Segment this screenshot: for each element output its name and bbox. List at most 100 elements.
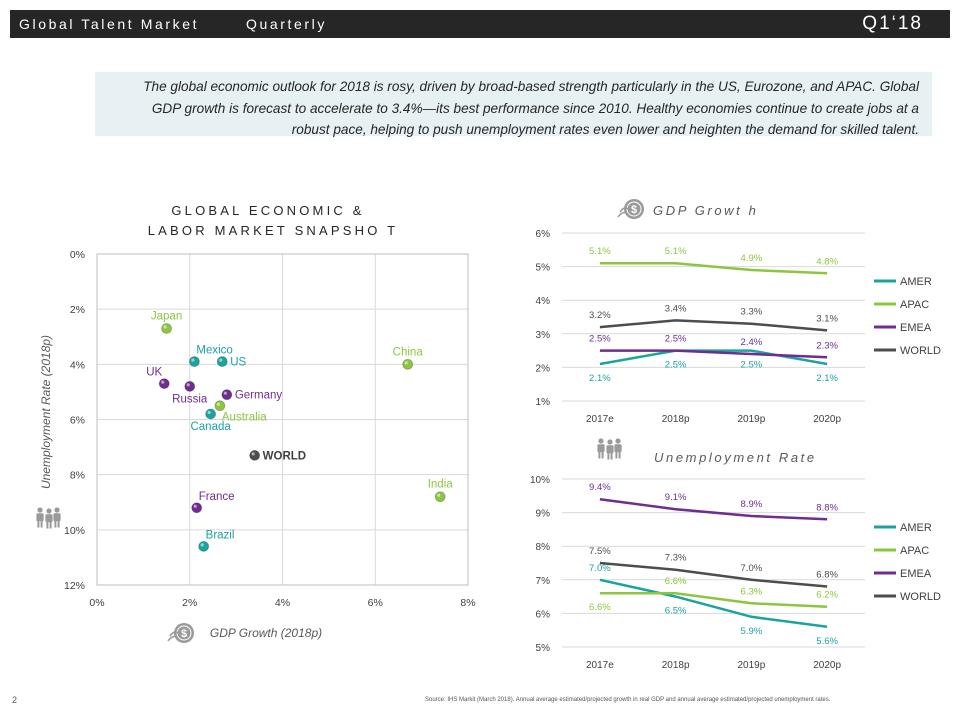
scatter-point-label: India bbox=[428, 479, 454, 491]
scatter-point-label: US bbox=[230, 357, 246, 369]
legend-label-emea: EMEA bbox=[900, 568, 932, 580]
scatter-point-germany bbox=[221, 389, 233, 401]
data-label-emea: 2.5% bbox=[665, 334, 687, 345]
data-label-amer: 2.5% bbox=[665, 360, 687, 371]
data-label-amer: 2.1% bbox=[589, 373, 611, 384]
data-label-apac: 6.6% bbox=[665, 576, 687, 587]
data-label-world: 7.3% bbox=[665, 553, 687, 564]
data-label-emea: 2.3% bbox=[816, 340, 838, 351]
y-tick-label: 3% bbox=[536, 330, 551, 341]
scatter-point-france bbox=[191, 502, 203, 514]
data-label-world: 3.1% bbox=[816, 313, 838, 324]
y-tick-label: 1% bbox=[536, 397, 551, 408]
legend-label-amer: AMER bbox=[900, 522, 932, 534]
scatter-point-label: France bbox=[199, 491, 235, 503]
scatter-y-tick: 8% bbox=[70, 470, 85, 482]
page-number: 2 bbox=[12, 695, 18, 705]
scatter-y-tick: 10% bbox=[64, 525, 85, 537]
legend-label-emea: EMEA bbox=[900, 322, 932, 334]
line-chart-gdp: GDP Growt h 1% 2% 3% 4% 5% 6% 2017e 2018p 2019p 20… bbox=[536, 203, 941, 425]
line-chart-unemployment: Unemployment Rate 5% 6% 7% 8% 9% 10% 2017e 2018p… bbox=[530, 450, 941, 671]
scatter-x-tick: 8% bbox=[460, 597, 475, 609]
gdp-dollar-icon: $ bbox=[167, 623, 194, 643]
scatter-point-world bbox=[249, 449, 261, 461]
scatter-point-label: Germany bbox=[235, 390, 283, 402]
x-tick-label: 2017e bbox=[586, 660, 614, 671]
svg-text:$: $ bbox=[631, 204, 637, 216]
line-chart-title: Unemployment Rate bbox=[654, 450, 817, 465]
x-tick-label: 2019p bbox=[737, 414, 765, 425]
scatter-point-label: Japan bbox=[151, 310, 182, 322]
series-line-apac bbox=[599, 261, 828, 275]
data-label-amer: 7.0% bbox=[589, 563, 611, 574]
scatter-point-label: Mexico bbox=[196, 345, 232, 357]
header-bar: Global Talent Market Quarterly Q1‘18 bbox=[10, 10, 950, 38]
data-label-emea: 9.1% bbox=[665, 492, 687, 503]
scatter-points bbox=[158, 323, 446, 552]
scatter-plot-area bbox=[96, 253, 469, 586]
series-line-emea bbox=[599, 497, 828, 521]
data-label-apac: 4.8% bbox=[816, 256, 838, 267]
data-label-apac: 5.1% bbox=[665, 246, 687, 257]
scatter-point-us bbox=[216, 356, 228, 367]
scatter-point-label: UK bbox=[146, 367, 162, 379]
x-tick-label: 2018p bbox=[662, 660, 690, 671]
scatter-point-japan bbox=[161, 323, 172, 334]
data-label-world: 3.2% bbox=[589, 310, 611, 321]
unemployment-people-icon bbox=[36, 507, 61, 529]
y-tick-label: 6% bbox=[536, 229, 551, 240]
data-label-apac: 4.9% bbox=[741, 253, 763, 264]
scatter-point-brazil bbox=[198, 540, 210, 552]
scatter-y-tick: 6% bbox=[70, 415, 85, 427]
y-tick-label: 6% bbox=[536, 609, 551, 620]
scatter-x-tick: 0% bbox=[89, 597, 104, 609]
y-tick-label: 2% bbox=[536, 363, 551, 374]
header-period: Q1‘18 bbox=[862, 13, 923, 34]
scatter-title-line1: GLOBAL ECONOMIC & bbox=[171, 203, 364, 218]
header-subtitle: Quarterly bbox=[246, 16, 327, 32]
scatter-point-label: WORLD bbox=[263, 450, 306, 462]
scatter-point-label: China bbox=[393, 346, 424, 358]
footnote: Source: IHS Markit (March 2018). Annual … bbox=[425, 697, 831, 703]
series-line-apac bbox=[599, 591, 828, 608]
scatter-x-tick: 4% bbox=[275, 597, 290, 609]
series-line-emea bbox=[599, 349, 828, 359]
scatter-point-china bbox=[402, 358, 414, 370]
summary-text: The global economic outlook for 2018 is … bbox=[143, 79, 919, 137]
x-tick-label: 2019p bbox=[737, 660, 765, 671]
scatter-point-russia bbox=[184, 380, 196, 392]
data-label-apac: 6.3% bbox=[741, 586, 763, 597]
y-tick-label: 5% bbox=[536, 263, 551, 274]
data-label-emea: 2.4% bbox=[741, 337, 763, 348]
data-label-world: 6.8% bbox=[816, 570, 838, 581]
data-label-amer: 2.5% bbox=[741, 360, 763, 371]
svg-text:$: $ bbox=[181, 628, 187, 640]
series-line-amer bbox=[599, 349, 828, 366]
line-chart-title: GDP Growt h bbox=[653, 203, 758, 218]
y-tick-label: 10% bbox=[530, 475, 550, 486]
y-tick-label: 9% bbox=[536, 509, 551, 520]
data-label-world: 7.5% bbox=[589, 546, 611, 557]
data-label-emea: 2.5% bbox=[589, 334, 611, 345]
legend-label-apac: APAC bbox=[900, 545, 929, 557]
unemployment-chart-people-icon bbox=[597, 438, 622, 460]
series-line-amer bbox=[599, 578, 828, 629]
scatter-grid bbox=[96, 253, 469, 586]
scatter-point-uk bbox=[158, 378, 170, 390]
scatter-point-label: Australia bbox=[222, 412, 267, 424]
data-label-apac: 5.1% bbox=[589, 246, 611, 257]
legend-label-amer: AMER bbox=[900, 276, 932, 288]
data-label-amer: 5.9% bbox=[741, 626, 763, 637]
scatter-point-label: Brazil bbox=[206, 529, 235, 541]
scatter-point-india bbox=[434, 491, 446, 503]
x-tick-label: 2017e bbox=[586, 414, 614, 425]
scatter-point-mexico bbox=[188, 356, 200, 367]
scatter-x-tick: 2% bbox=[182, 597, 197, 609]
y-tick-label: 8% bbox=[536, 542, 551, 553]
data-label-world: 7.0% bbox=[741, 563, 763, 574]
series-line-world bbox=[599, 319, 828, 332]
x-tick-label: 2018p bbox=[662, 414, 690, 425]
scatter-x-tick: 6% bbox=[368, 597, 383, 609]
series-line-world bbox=[599, 561, 828, 588]
legend-label-world: WORLD bbox=[900, 591, 941, 603]
